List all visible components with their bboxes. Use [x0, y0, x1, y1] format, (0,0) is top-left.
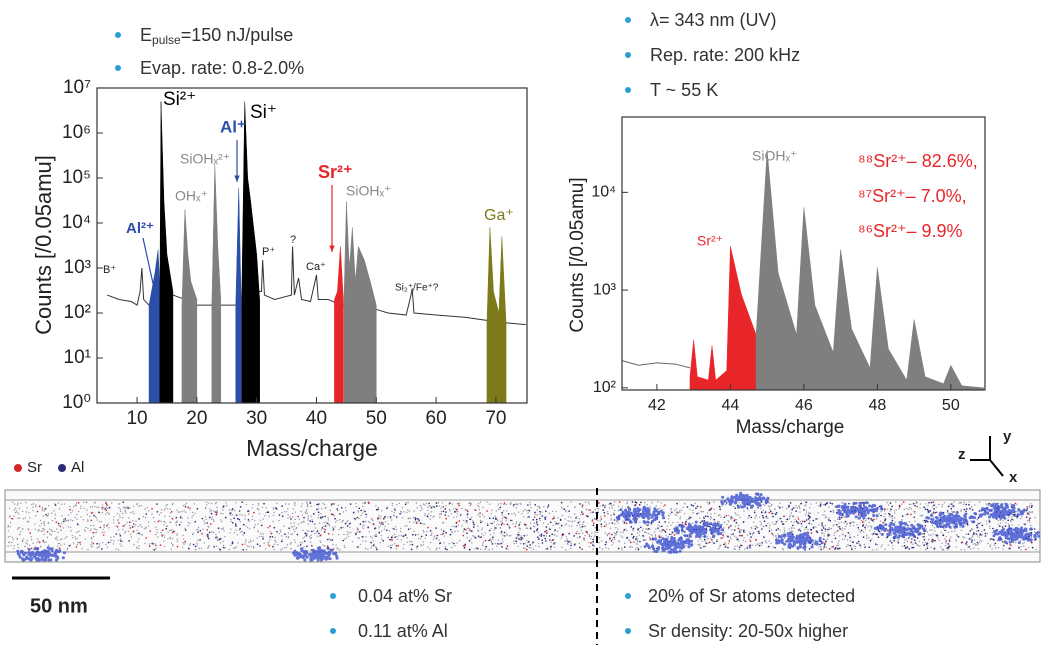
- bullet-subscript: pulse: [152, 33, 181, 47]
- x-tick-label: 20: [186, 408, 207, 429]
- y-tick-label: 10⁷: [63, 77, 91, 98]
- bullet-text: 20% of Sr atoms detected: [648, 586, 855, 606]
- peak-area: [182, 209, 197, 403]
- axis-letter: y: [1003, 428, 1012, 445]
- slide: Epulse=150 nJ/pulse Evap. rate: 0.8-2.0%…: [0, 0, 1047, 649]
- chart: 10 20 30 40 50 60 70 10⁰ 10¹ 10² 10³ 10⁴ 10⁵ 10⁶ 10⁷ Ma…: [31, 77, 527, 461]
- peak-annotation: SiOHₓ⁺: [346, 183, 391, 199]
- peak-annotation: ⁸⁷Sr²⁺– 7.0%,: [858, 186, 967, 206]
- bullet-text: T ~ 55 K: [650, 80, 718, 100]
- axis-letter: x: [1009, 469, 1018, 486]
- bullet-dot: [625, 52, 631, 58]
- axis-letter: z: [958, 446, 966, 463]
- y-tick-label: 10⁴: [591, 184, 616, 201]
- x-tick-label: 44: [721, 397, 739, 414]
- bullet-text: λ= 343 nm (UV): [650, 10, 777, 30]
- peak-annotation: Si²⁺: [163, 89, 196, 110]
- peak-area: [212, 164, 221, 403]
- bullet-dot: [330, 593, 336, 599]
- bullet-dot: [115, 65, 121, 71]
- peak-annotation: P⁺: [262, 246, 275, 258]
- bullet-part: =150 nJ/pulse: [181, 25, 294, 45]
- y-tick-label: 10²: [593, 379, 617, 396]
- peak-area: [242, 102, 260, 403]
- x-tick-label: 50: [942, 397, 960, 414]
- arrow-head: [329, 246, 334, 252]
- peak-annotation: ⁸⁸Sr²⁺– 82.6%,: [858, 151, 978, 171]
- bullet-text: Epulse=150 nJ/pulse: [140, 25, 293, 47]
- arrow: [143, 238, 156, 297]
- y-tick-label: 10⁰: [62, 392, 91, 413]
- x-tick-label: 42: [648, 397, 666, 414]
- peak-annotation: Si⁺: [250, 102, 277, 123]
- arrow-head: [234, 176, 239, 182]
- peak-annotation: Sr²⁺: [318, 162, 353, 182]
- x-tick-label: 70: [485, 408, 506, 429]
- peak-area: [334, 247, 343, 403]
- y-tick-label: 10³: [64, 257, 91, 278]
- x-axis-title: Mass/charge: [246, 435, 378, 461]
- bullet-text: 0.11 at% Al: [358, 621, 448, 641]
- x-tick-label: 60: [426, 408, 447, 429]
- bullet-dot: [115, 32, 121, 38]
- spectrum-line: [622, 361, 690, 368]
- y-tick-label: 10⁴: [62, 212, 91, 233]
- chart: 42 44 46 48 50 10² 10³ 10⁴ Mass/charge Counts [/0…: [567, 117, 985, 438]
- scale-label: 50 nm: [30, 595, 88, 617]
- peak-area: [160, 102, 173, 403]
- peak-area: [487, 227, 506, 403]
- axis-arrow: [990, 460, 1003, 476]
- x-axis-title: Mass/charge: [736, 417, 845, 438]
- peak-annotation: OHₓ⁺: [175, 188, 208, 204]
- peak-area: [690, 246, 756, 390]
- map-frame: [5, 490, 1040, 562]
- y-tick-label: 10²: [64, 302, 91, 323]
- plot: [107, 102, 526, 403]
- peak-annotation: Ga⁺: [484, 207, 514, 224]
- peak-annotation: Al²⁺: [126, 220, 154, 237]
- x-tick-label: 48: [868, 397, 886, 414]
- peak-annotation: Ca⁺: [306, 261, 326, 273]
- bullet-dot: [330, 628, 336, 634]
- y-tick-label: 10⁶: [62, 122, 91, 143]
- peak-area: [344, 202, 376, 403]
- y-axis-title: Counts [/0.05amu]: [31, 155, 56, 335]
- charts: 10 20 30 40 50 60 70 10⁰ 10¹ 10² 10³ 10⁴ 10⁵ 10⁶ 10⁷ Ma…: [31, 77, 985, 461]
- bullet-text: Evap. rate: 0.8-2.0%: [140, 58, 304, 78]
- peak-annotation: Si₂⁺/Fe⁺?: [395, 283, 439, 294]
- bullet-part: E: [140, 25, 152, 45]
- bullet-text: Sr density: 20-50x higher: [648, 621, 848, 641]
- axes-indicator: [970, 436, 1003, 476]
- atom-map: [5, 490, 1040, 562]
- x-tick-label: 50: [366, 408, 387, 429]
- peak-annotation: SiOHₓ²⁺: [180, 151, 230, 167]
- peak-annotation: B⁺: [103, 264, 116, 276]
- bullet-dot: [625, 593, 631, 599]
- peak-annotation: Al⁺: [220, 117, 246, 136]
- peak-annotation: SiOHₓ⁺: [752, 148, 797, 164]
- bullet-dot: [625, 628, 631, 634]
- bullet-dot: [625, 17, 631, 23]
- y-tick-label: 10¹: [64, 347, 91, 368]
- legend-label: Al: [71, 459, 84, 476]
- y-axis-title: Counts [/0.05amu]: [567, 177, 588, 332]
- x-tick-label: 10: [126, 408, 147, 429]
- legend-marker: [58, 464, 66, 472]
- y-tick-label: 10³: [593, 281, 617, 298]
- legend-marker: [14, 464, 22, 472]
- legend-label: Sr: [27, 459, 42, 476]
- peak-area: [236, 188, 241, 403]
- bullet-text: Rep. rate: 200 kHz: [650, 45, 800, 65]
- peak-annotation: Sr²⁺: [697, 233, 723, 249]
- x-tick-label: 46: [795, 397, 813, 414]
- y-tick-label: 10⁵: [62, 167, 91, 188]
- x-tick-label: 40: [306, 408, 327, 429]
- bullet-text: 0.04 at% Sr: [358, 586, 452, 606]
- bullet-dot: [625, 87, 631, 93]
- x-tick-label: 30: [246, 408, 267, 429]
- peak-annotation: ?: [290, 234, 296, 246]
- peak-annotation: ⁸⁶Sr²⁺– 9.9%: [858, 221, 963, 241]
